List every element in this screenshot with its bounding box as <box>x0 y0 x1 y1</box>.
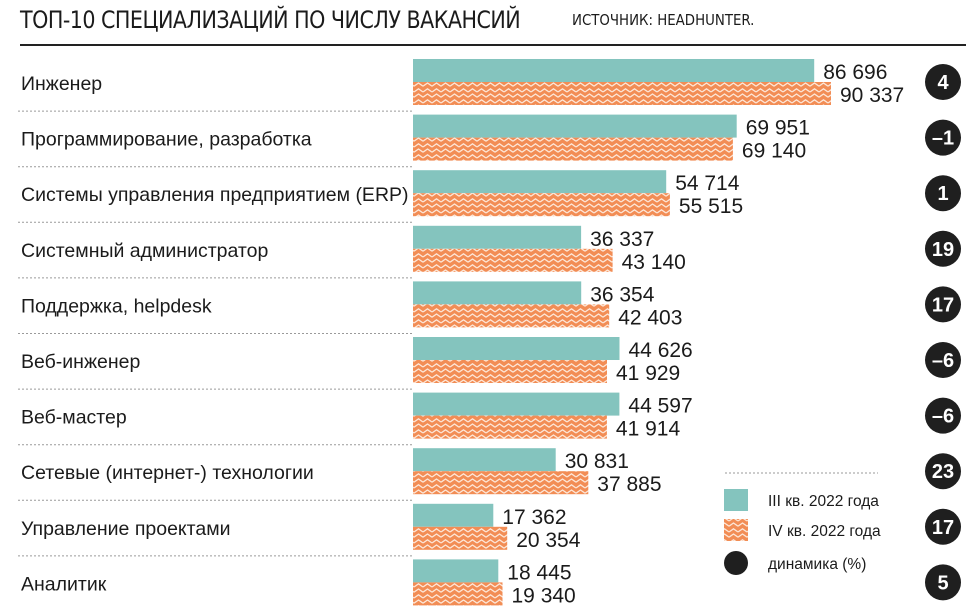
dynamics-value: 1 <box>937 183 948 205</box>
value-label-q4: 42 403 <box>618 306 682 329</box>
bar-q3 <box>413 448 556 472</box>
bar-q4 <box>413 526 508 550</box>
chart-title: ТОП-10 СПЕЦИАЛИЗАЦИЙ ПО ЧИСЛУ ВАКАНСИЙ <box>20 6 521 34</box>
category-label: Системный администратор <box>21 240 268 262</box>
category-label: Веб-инженер <box>21 351 140 373</box>
bar-q4 <box>413 360 607 383</box>
bar-q3 <box>413 503 494 527</box>
dynamics-value: 23 <box>932 461 954 483</box>
legend-label-q4: IV кв. 2022 года <box>768 523 881 540</box>
bar-q3 <box>413 281 582 305</box>
category-label: Поддержка, helpdesk <box>21 295 212 317</box>
bar-q3 <box>413 225 582 249</box>
bar-q4 <box>413 248 613 272</box>
dynamics-value: –6 <box>932 350 954 372</box>
dynamics-badge <box>925 64 961 100</box>
chart-header: ТОП-10 СПЕЦИАЛИЗАЦИЙ ПО ЧИСЛУ ВАКАНСИЙ <box>20 6 602 40</box>
legend-swatch-dynamics <box>724 551 748 575</box>
bar-q3 <box>413 559 499 583</box>
value-label-q4: 19 340 <box>512 584 576 607</box>
dynamics-value: 5 <box>937 572 948 594</box>
bar-q4 <box>413 415 607 439</box>
dynamics-badge <box>925 453 961 490</box>
category-label: Программирование, разработка <box>21 129 312 151</box>
value-label-q4: 41 914 <box>616 418 681 441</box>
value-label-q3: 17 362 <box>502 506 566 529</box>
value-label-q3: 69 951 <box>746 117 810 140</box>
dynamics-badge <box>925 342 961 378</box>
bar-q4 <box>413 82 831 105</box>
value-label-q4: 43 140 <box>622 251 686 274</box>
value-label-q4: 37 885 <box>597 473 661 496</box>
dynamics-value: –1 <box>932 128 954 150</box>
dynamics-value: 17 <box>932 294 954 316</box>
legend: III кв. 2022 года IV кв. 2022 года динамик… <box>724 472 881 575</box>
legend-label-q3: III кв. 2022 года <box>768 493 879 510</box>
legend-label-dynamics: динамика (%) <box>768 556 866 573</box>
value-label-q3: 18 445 <box>507 561 571 584</box>
bar-q3 <box>413 337 620 360</box>
category-label: Инженер <box>21 73 102 95</box>
value-label-q3: 44 626 <box>629 339 693 362</box>
dynamics-badge <box>925 508 961 545</box>
category-row: Системы управления предприятием (ERP) 54 … <box>18 166 961 218</box>
dynamics-value: –6 <box>932 406 954 428</box>
dynamics-value: 19 <box>932 239 954 261</box>
value-label-q3: 44 597 <box>628 395 692 418</box>
title-rule <box>20 44 966 46</box>
category-label: Аналитик <box>21 573 107 595</box>
dynamics-badge <box>925 286 961 323</box>
bar-q3 <box>413 392 620 416</box>
value-label-q3: 54 714 <box>675 172 740 195</box>
bar-q4 <box>413 471 589 495</box>
bar-q3 <box>413 170 667 194</box>
dynamics-value: 4 <box>937 72 949 94</box>
category-label: Управление проектами <box>21 518 231 540</box>
bar-q4 <box>413 137 733 161</box>
dynamics-badge <box>925 564 961 601</box>
value-label-q4: 55 515 <box>679 195 743 218</box>
category-label: Системы управления предприятием (ERP) <box>21 184 409 206</box>
bar-q3 <box>413 59 815 82</box>
bar-q4 <box>413 193 670 217</box>
value-label-q4: 90 337 <box>840 84 904 107</box>
legend-swatch-q3 <box>724 489 748 511</box>
bar-q3 <box>413 114 737 138</box>
value-label-q3: 30 831 <box>565 450 629 473</box>
value-label-q4: 41 929 <box>616 362 680 385</box>
dynamics-badge <box>925 230 961 267</box>
value-label-q3: 86 696 <box>823 61 887 84</box>
category-label: Веб-мастер <box>21 407 127 429</box>
bar-q4 <box>413 582 503 606</box>
legend-swatch-q4 <box>724 519 748 541</box>
dynamics-value: 17 <box>932 517 954 539</box>
value-label-q4: 20 354 <box>516 529 581 552</box>
dynamics-badge <box>925 119 961 156</box>
value-label-q3: 36 354 <box>590 283 655 306</box>
dynamics-badge <box>925 175 961 212</box>
value-label-q3: 36 337 <box>590 228 654 251</box>
chart-source: ИСТОЧНИК: HEADHUNTER. <box>572 11 755 29</box>
bar-q4 <box>413 304 610 328</box>
category-label: Сетевые (интернет-) технологии <box>21 462 314 484</box>
dynamics-badge <box>925 397 961 434</box>
value-label-q4: 69 140 <box>742 140 806 163</box>
